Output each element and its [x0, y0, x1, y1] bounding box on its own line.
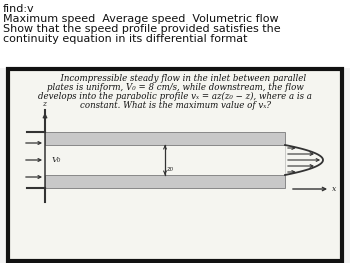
Bar: [45, 132, 285, 145]
Text: find:v: find:v: [3, 4, 35, 14]
Bar: [45, 175, 285, 188]
Text: Show that the speed profile provided satisfies the: Show that the speed profile provided sat…: [3, 24, 281, 34]
Text: plates is uniform, V₀ = 8 cm/s, while downstream, the flow: plates is uniform, V₀ = 8 cm/s, while do…: [47, 83, 303, 92]
Text: constant. What is the maximum value of vₓ?: constant. What is the maximum value of v…: [79, 101, 271, 110]
Text: V₀: V₀: [52, 156, 61, 164]
Text: z: z: [42, 100, 46, 108]
Text: x: x: [332, 185, 336, 193]
Bar: [8, 69, 342, 261]
Text: continuity equation in its differential format: continuity equation in its differential …: [3, 34, 247, 44]
Text: Incompressible steady flow in the inlet between parallel: Incompressible steady flow in the inlet …: [44, 74, 306, 83]
Text: develops into the parabolic profile vₓ = az(z₀ − z), where a is a: develops into the parabolic profile vₓ =…: [38, 92, 312, 101]
Text: z₀: z₀: [166, 165, 173, 173]
Text: Maximum speed  Average speed  Volumetric flow: Maximum speed Average speed Volumetric f…: [3, 14, 279, 24]
Bar: [0, 0, 350, 68]
